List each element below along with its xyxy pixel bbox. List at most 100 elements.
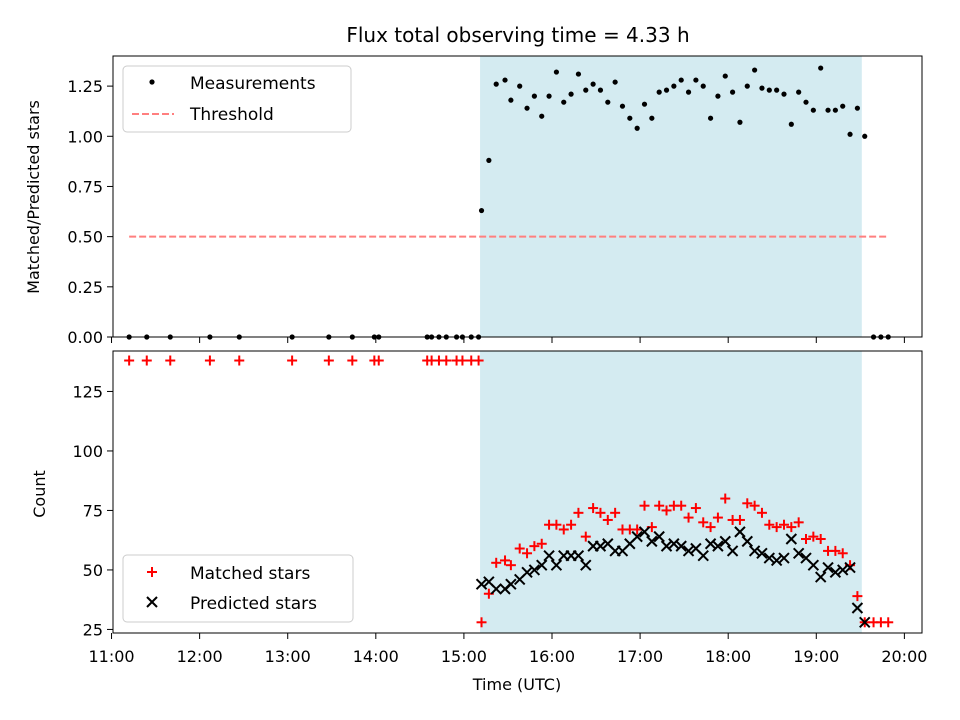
measurement-point: [715, 93, 721, 99]
matched-star-point: [500, 555, 511, 566]
measurement-point: [847, 131, 853, 137]
observing-window-shade: [480, 56, 862, 337]
matched-star-point: [602, 514, 613, 525]
ratio-y-tick-label: 0.50: [67, 228, 103, 247]
measurement-point: [478, 207, 485, 214]
matched-star-point: [815, 534, 826, 544]
count-legend-box: [122, 554, 354, 623]
predicted-star-point: [505, 578, 517, 590]
predicted-star-point: [660, 540, 673, 552]
x-tick-label: 15:00: [441, 647, 487, 666]
matched-star-point: [573, 507, 584, 518]
predicted-star-point: [675, 540, 687, 552]
measurement-point: [546, 93, 552, 99]
count-y-axis-label: Count: [30, 470, 49, 518]
count-panel: 25 50 75 100 125 11:00 12:00 13:00 14:00 15:00 16…: [30, 350, 927, 694]
legend-measurements-label: Measurements: [190, 74, 316, 94]
matched-star-point: [764, 519, 775, 530]
measurement-point: [737, 119, 743, 125]
measurement-point: [759, 85, 765, 91]
measurement-point: [539, 113, 545, 119]
predicted-star-point: [653, 530, 665, 543]
predicted-star-point: [807, 559, 820, 571]
predicted-star-point: [756, 547, 768, 559]
measurement-point: [803, 99, 809, 105]
predicted-star-point: [792, 547, 805, 559]
matched-star-point: [491, 557, 502, 568]
measurement-point: [729, 89, 736, 95]
ratio-y-tick-label: 1.25: [67, 77, 103, 96]
matched-star-point: [742, 498, 753, 509]
predicted-star-point: [594, 540, 607, 552]
matched-star-point: [558, 524, 569, 535]
measurement-point: [590, 81, 596, 87]
matched-star-point: [793, 517, 804, 528]
predicted-star-point: [572, 549, 585, 562]
legend-measurements-marker: [149, 79, 155, 85]
x-tick-label: 18:00: [705, 647, 751, 666]
measurement-point: [825, 107, 831, 113]
measurement-point: [605, 99, 611, 105]
matched-star-point: [778, 519, 789, 530]
predicted-star-point: [580, 559, 592, 571]
legend-predicted-marker: [146, 596, 158, 608]
predicted-star-point: [550, 559, 563, 571]
legend-threshold-label: Threshold: [189, 105, 274, 125]
predicted-star-point: [475, 578, 488, 590]
measurement-point: [656, 89, 662, 95]
predicted-star-point: [734, 526, 746, 538]
matched-star-point: [124, 355, 135, 366]
matched-star-point: [639, 500, 650, 511]
predicted-star-point: [748, 545, 761, 557]
matched-star-point: [676, 500, 687, 511]
measurement-point: [502, 77, 508, 83]
predicted-star-point: [704, 538, 717, 550]
matched-star-point: [529, 541, 540, 552]
measurement-point: [493, 81, 499, 87]
matched-star-point: [580, 531, 591, 542]
measurement-point: [553, 69, 560, 75]
matched-star-point: [698, 517, 709, 528]
matched-star-point: [690, 503, 701, 514]
count-y-tick-label: 25: [83, 620, 103, 639]
count-y-tick-label: 50: [83, 561, 103, 580]
measurement-point: [685, 89, 692, 95]
measurement-point: [796, 89, 802, 95]
ratio-y-tick-label: 1.00: [67, 127, 103, 146]
predicted-star-point: [785, 533, 798, 545]
matched-star-point: [287, 355, 298, 366]
matched-star-point: [551, 519, 562, 530]
measurement-point: [700, 83, 706, 89]
matched-star-point: [514, 543, 525, 554]
matched-star-point: [801, 534, 812, 544]
measurement-point: [663, 87, 670, 93]
matched-star-point: [536, 538, 547, 549]
matched-star-point: [756, 507, 767, 518]
predicted-star-point: [543, 549, 555, 562]
matched-star-point: [883, 617, 894, 628]
matched-star-point: [204, 355, 215, 366]
matched-star-point: [771, 522, 782, 533]
measurement-point: [583, 87, 589, 93]
predicted-star-point: [490, 583, 502, 595]
predicted-star-point: [712, 540, 724, 552]
legend-predicted-label: Predicted stars: [190, 594, 317, 614]
predicted-star-point: [638, 526, 651, 538]
measurement-point: [752, 67, 758, 73]
measurement-point: [788, 121, 794, 127]
predicted-star-point: [521, 566, 533, 579]
matched-star-point: [505, 560, 516, 571]
measurement-point: [649, 115, 655, 121]
matched-star-point: [457, 355, 468, 366]
measurement-point: [524, 105, 530, 111]
measurement-point: [832, 107, 838, 113]
matched-star-point: [837, 548, 848, 559]
ratio-y-tick-label: 0.75: [67, 177, 103, 196]
count-axes-frame: [112, 350, 923, 634]
x-tick-label: 13:00: [265, 647, 311, 666]
matched-star-point: [141, 355, 152, 366]
matched-star-point: [661, 505, 672, 516]
matched-star-point: [654, 500, 665, 511]
measurement-point: [486, 157, 492, 163]
chart-title: Flux total observing time = 4.33 h: [346, 23, 689, 47]
